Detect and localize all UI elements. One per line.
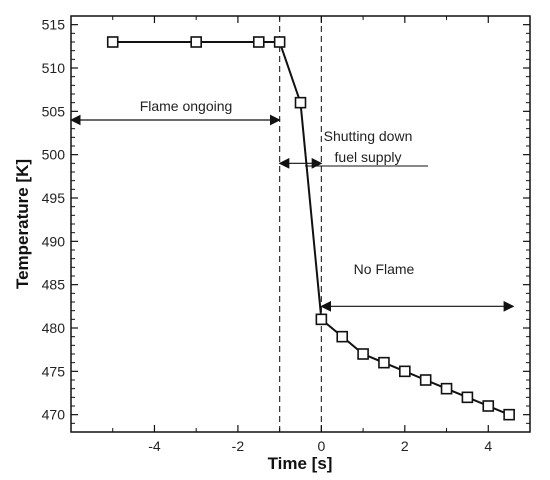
y-axis-title: Temperature [K] [13, 159, 32, 289]
y-tick-label: 505 [42, 103, 66, 119]
y-tick-label: 480 [42, 320, 66, 336]
x-tick-label: -2 [232, 438, 245, 454]
data-point-marker [273, 36, 286, 48]
annotation-no-flame: No Flame [354, 261, 415, 277]
y-tick-label: 485 [42, 277, 66, 293]
x-axis-title: Time [s] [268, 454, 333, 473]
data-point-marker [482, 400, 495, 412]
data-point-marker [336, 330, 349, 343]
x-tick-label: -4 [148, 438, 161, 454]
series-temperature [106, 36, 515, 421]
y-tick-label: 490 [42, 233, 66, 249]
data-point-marker [294, 96, 307, 109]
data-point-marker [252, 36, 265, 48]
y-tick-label: 495 [42, 190, 66, 206]
annotation-shutting-down-line2: fuel supply [335, 149, 402, 165]
data-point-marker [419, 374, 432, 386]
y-tick-label: 500 [42, 147, 66, 163]
data-point-marker [503, 408, 515, 421]
data-point-marker [378, 356, 390, 369]
plot-frame [70, 15, 531, 433]
annotation-arrows [69, 114, 515, 312]
vertical-reference-lines [279, 16, 322, 432]
data-point-marker [315, 313, 328, 326]
data-point-marker [190, 36, 202, 48]
y-tick-label: 515 [42, 17, 66, 33]
x-tick-label: 2 [401, 438, 409, 454]
data-point-marker [106, 36, 119, 48]
data-point-marker [357, 348, 369, 360]
axis-ticks: 470 475 480 485 490 495 500 505 510 515 -4 -2 0 2 4 [42, 15, 530, 454]
x-tick-label: 4 [484, 438, 492, 454]
y-tick-label: 475 [42, 363, 66, 379]
annotation-shutting-down-line1: Shutting down [324, 128, 413, 144]
annotation-flame-ongoing: Flame ongoing [140, 98, 233, 114]
y-tick-label: 470 [42, 407, 66, 423]
data-point-marker [461, 391, 474, 404]
x-tick-label: 0 [317, 438, 325, 454]
y-tick-label: 510 [42, 60, 66, 76]
data-point-marker [440, 382, 453, 395]
data-point-marker [399, 365, 411, 378]
